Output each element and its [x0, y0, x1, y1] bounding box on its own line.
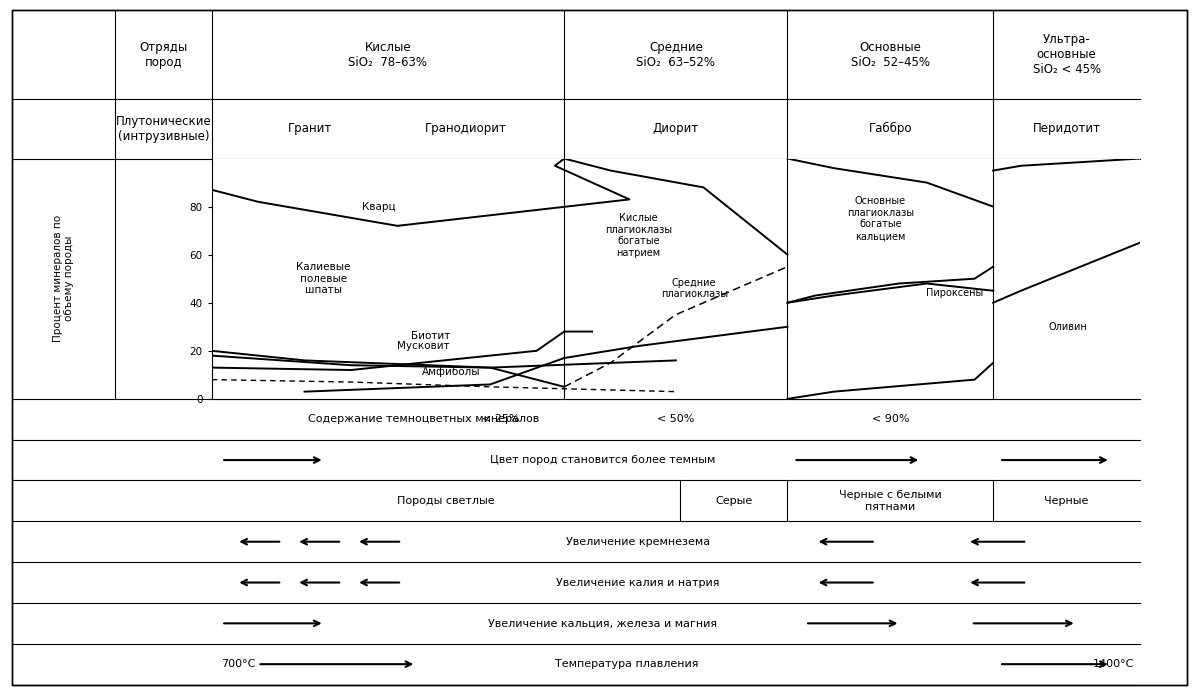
Text: Цвет пород становится более темным: Цвет пород становится более темным — [490, 455, 715, 465]
Text: Калиевые
полевые
шпаты: Калиевые полевые шпаты — [296, 262, 351, 295]
Text: < 90%: < 90% — [872, 414, 909, 424]
Text: Черные с белыми
пятнами: Черные с белыми пятнами — [839, 490, 941, 512]
Text: Средние
плагиоклазы: Средние плагиоклазы — [661, 277, 728, 299]
Text: Пироксены: Пироксены — [926, 288, 983, 298]
Text: Диорит: Диорит — [653, 122, 699, 136]
Text: < 25%: < 25% — [482, 414, 519, 424]
Text: 1400°C: 1400°C — [1093, 659, 1135, 669]
Text: Породы светлые: Породы светлые — [397, 496, 495, 506]
Text: Увеличение калия и натрия: Увеличение калия и натрия — [556, 578, 719, 587]
Text: Увеличение кремнезема: Увеличение кремнезема — [567, 537, 710, 547]
Text: Амфиболы: Амфиболы — [422, 368, 481, 377]
Text: Основные
плагиоклазы
богатые
кальцием: Основные плагиоклазы богатые кальцием — [847, 196, 914, 241]
Text: Отряды
пород: Отряды пород — [140, 41, 187, 69]
Text: Кислые
SiO₂  78–63%: Кислые SiO₂ 78–63% — [348, 41, 427, 69]
Text: Ультра-
основные
SiO₂ < 45%: Ультра- основные SiO₂ < 45% — [1032, 33, 1101, 76]
Text: Увеличение кальция, железа и магния: Увеличение кальция, железа и магния — [488, 619, 717, 628]
Text: < 50%: < 50% — [657, 414, 694, 424]
Text: Черные: Черные — [1044, 496, 1089, 506]
Text: Перидотит: Перидотит — [1033, 122, 1101, 136]
Text: Мусковит: Мусковит — [397, 341, 450, 351]
Text: Биотит: Биотит — [410, 332, 450, 341]
Text: Основные
SiO₂  52–45%: Основные SiO₂ 52–45% — [851, 41, 929, 69]
Text: Кварц: Кварц — [361, 202, 396, 211]
Text: Кислые
плагиоклазы
богатые
натрием: Кислые плагиоклазы богатые натрием — [605, 213, 672, 258]
Text: Гранит: Гранит — [289, 122, 333, 136]
Text: Средние
SiO₂  63–52%: Средние SiO₂ 63–52% — [636, 41, 716, 69]
Text: Содержание темноцветных минералов: Содержание темноцветных минералов — [308, 414, 539, 424]
Text: 700°C: 700°C — [221, 659, 255, 669]
Text: Оливин: Оливин — [1047, 322, 1087, 332]
Text: Температура плавления: Температура плавления — [555, 659, 698, 669]
Text: Серые: Серые — [716, 496, 753, 506]
Text: Габбро: Габбро — [869, 122, 913, 136]
Text: Плутонические
(интрузивные): Плутонические (интрузивные) — [116, 115, 211, 143]
Text: Гранодиорит: Гранодиорит — [425, 122, 507, 136]
Text: Процент минералов по
объему породы: Процент минералов по объему породы — [52, 215, 74, 342]
